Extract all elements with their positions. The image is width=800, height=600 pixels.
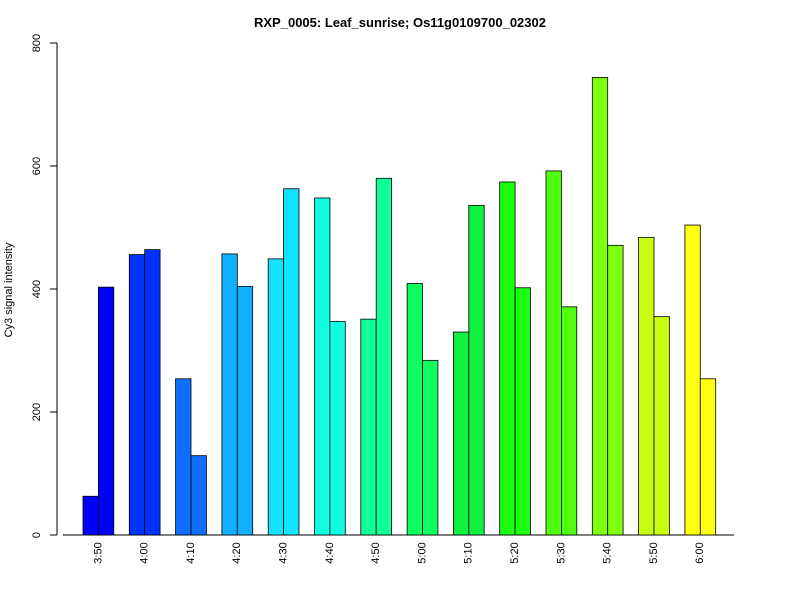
- x-tick-label: 4:20: [231, 542, 243, 563]
- x-tick-label: 4:10: [185, 542, 197, 563]
- x-tick-label: 4:30: [278, 542, 290, 563]
- bar-440-1: [314, 197, 331, 536]
- x-tick-label: 5:20: [509, 542, 521, 563]
- bars: [82, 77, 717, 536]
- y-tick-label: 800: [31, 34, 43, 52]
- x-tick-label: 4:50: [370, 542, 382, 563]
- bar-400-1: [128, 254, 146, 536]
- x-tick-label: 5:40: [602, 542, 614, 563]
- bar-510-1: [452, 331, 470, 536]
- bar-520-1: [499, 181, 516, 536]
- y-tick-label: 0: [31, 532, 43, 538]
- x-tick-label: 5:50: [648, 542, 660, 563]
- chart-title: RXP_0005: Leaf_sunrise; Os11g0109700_023…: [254, 15, 546, 30]
- bar-400-2: [144, 249, 161, 536]
- bar-550-2: [653, 316, 670, 536]
- bar-600-2: [699, 378, 717, 536]
- bar-350-1: [82, 495, 99, 536]
- bar-450-1: [360, 318, 377, 536]
- x-tick-label: 4:40: [324, 542, 336, 563]
- x-tick-label: 4:00: [139, 542, 151, 563]
- bar-500-2: [422, 359, 439, 536]
- bar-530-1: [545, 170, 562, 536]
- bar-510-2: [468, 204, 485, 536]
- x-tick-label: 6:00: [694, 542, 706, 563]
- y-axis-label: Cy3 signal intensity: [3, 242, 15, 337]
- x-tick-label: 5:30: [555, 542, 567, 563]
- bar-450-2: [375, 177, 393, 536]
- x-tick-label: 5:10: [463, 542, 475, 563]
- bar-520-2: [514, 287, 531, 536]
- bar-420-1: [221, 253, 238, 536]
- bar-600-1: [684, 224, 701, 536]
- y-tick-label: 200: [31, 403, 43, 421]
- bar-540-1: [591, 77, 609, 536]
- x-axis-labels: 3:50 4:00 4:10 4:20 4:30 4:40 4:50 5:00 5:10 5:20…: [92, 542, 706, 563]
- bar-410-2: [190, 455, 207, 536]
- y-tick-label: 600: [31, 157, 43, 175]
- x-tick-label: 3:50: [92, 542, 104, 563]
- bar-540-2: [607, 244, 624, 536]
- y-tick-label: 400: [31, 280, 43, 298]
- bar-430-2: [283, 188, 300, 536]
- bar-420-2: [236, 286, 254, 536]
- x-tick-label: 5:00: [416, 542, 428, 563]
- bar-410-1: [175, 378, 192, 536]
- bar-440-2: [329, 321, 346, 536]
- bar-530-2: [561, 306, 578, 536]
- bar-550-1: [638, 236, 655, 536]
- bar-500-1: [406, 283, 423, 536]
- bar-430-1: [267, 258, 285, 536]
- bar-350-2: [98, 286, 115, 536]
